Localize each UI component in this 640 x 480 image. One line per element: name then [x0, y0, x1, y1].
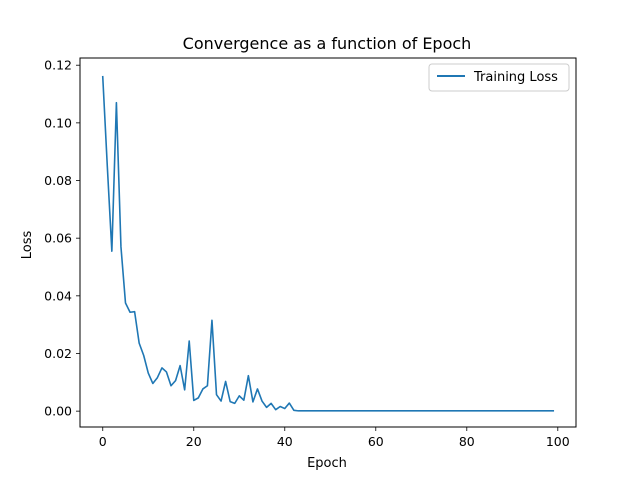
x-tick-label: 0 — [99, 434, 107, 449]
y-tick-label: 0.10 — [44, 115, 72, 130]
series-group — [101, 75, 555, 412]
y-axis-label: Loss — [20, 231, 35, 260]
legend: Training Loss — [428, 63, 570, 92]
y-tick-label: 0.06 — [44, 231, 72, 246]
y-tick-label: 0.08 — [44, 173, 72, 188]
y-tick-label: 0.02 — [44, 346, 72, 361]
legend-box — [428, 63, 570, 92]
x-axis-label: Epoch — [307, 456, 347, 471]
x-tick-label: 40 — [277, 434, 293, 449]
plot-area — [80, 58, 576, 427]
x-tick-label: 60 — [368, 434, 384, 449]
y-axis-ticks: 0.00 0.02 0.04 0.06 0.08 0.10 0.12 — [44, 58, 80, 419]
plot-frame — [79, 57, 577, 428]
y-tick-label: 0.12 — [44, 58, 72, 73]
y-tick-label: 0.00 — [44, 404, 72, 419]
chart-title: Convergence as a function of Epoch — [183, 34, 472, 53]
legend-label-training-loss: Training Loss — [473, 70, 558, 85]
series-line-training-loss — [101, 75, 555, 412]
y-tick-label: 0.04 — [44, 288, 72, 303]
x-tick-label: 20 — [186, 434, 202, 449]
x-tick-label: 80 — [459, 434, 475, 449]
x-axis-ticks: 0 20 40 60 80 100 — [99, 427, 570, 449]
x-tick-label: 100 — [546, 434, 570, 449]
